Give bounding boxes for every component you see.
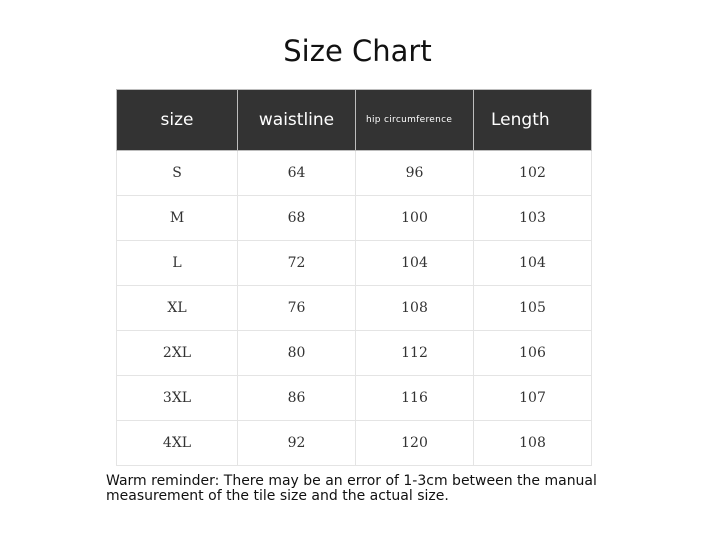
cell-hip: 104	[355, 240, 474, 286]
cell-hip: 100	[355, 195, 474, 241]
cell-size: 4XL	[116, 420, 238, 466]
cell-size: S	[116, 150, 238, 196]
cell-length: 107	[473, 375, 592, 421]
cell-hip: 96	[355, 150, 474, 196]
header-row: size waistline hip circumference Length	[116, 89, 592, 151]
table-row: L 72 104 104	[116, 240, 592, 286]
cell-waistline: 80	[237, 330, 356, 376]
cell-size: M	[116, 195, 238, 241]
cell-waistline: 72	[237, 240, 356, 286]
cell-size: L	[116, 240, 238, 286]
cell-length: 103	[473, 195, 592, 241]
cell-size: XL	[116, 285, 238, 331]
cell-size: 3XL	[116, 375, 238, 421]
cell-length: 104	[473, 240, 592, 286]
table-row: 3XL 86 116 107	[116, 375, 592, 421]
cell-length: 106	[473, 330, 592, 376]
header-length: Length	[473, 89, 592, 151]
cell-waistline: 86	[237, 375, 356, 421]
header-hip: hip circumference	[355, 89, 474, 151]
warm-reminder: Warm reminder: There may be an error of …	[106, 473, 597, 504]
cell-hip: 120	[355, 420, 474, 466]
header-size: size	[116, 89, 238, 151]
cell-hip: 112	[355, 330, 474, 376]
cell-hip: 108	[355, 285, 474, 331]
cell-length: 108	[473, 420, 592, 466]
header-waistline: waistline	[237, 89, 356, 151]
cell-length: 102	[473, 150, 592, 196]
table-row: 4XL 92 120 108	[116, 420, 592, 466]
table-row: M 68 100 103	[116, 195, 592, 241]
table-row: XL 76 108 105	[116, 285, 592, 331]
cell-waistline: 64	[237, 150, 356, 196]
cell-length: 105	[473, 285, 592, 331]
cell-size: 2XL	[116, 330, 238, 376]
cell-waistline: 92	[237, 420, 356, 466]
page-title: Size Chart	[283, 34, 432, 68]
size-table: size waistline hip circumference Length …	[116, 89, 592, 466]
cell-waistline: 76	[237, 285, 356, 331]
table-row: S 64 96 102	[116, 150, 592, 196]
table-row: 2XL 80 112 106	[116, 330, 592, 376]
cell-hip: 116	[355, 375, 474, 421]
cell-waistline: 68	[237, 195, 356, 241]
